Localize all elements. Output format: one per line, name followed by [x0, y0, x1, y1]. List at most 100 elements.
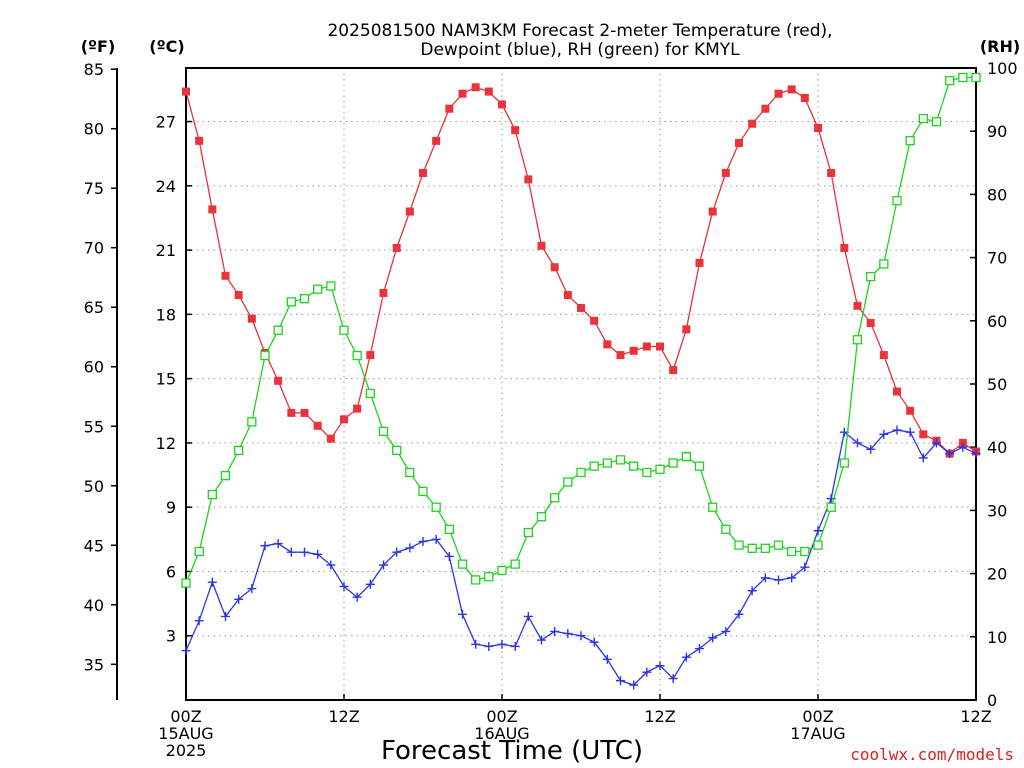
- temperature-point: [840, 243, 849, 252]
- fahrenheit-tick-label: 40: [84, 596, 104, 615]
- temperature-series: [182, 83, 980, 458]
- celsius-tick-label: 27: [156, 113, 176, 132]
- celsius-tick-label: 9: [166, 498, 176, 517]
- celsius-tick-label: 6: [166, 562, 176, 581]
- rh-tick-label: 60: [987, 312, 1007, 331]
- dewpoint-point: [207, 577, 217, 587]
- temperature-point: [366, 351, 375, 360]
- dewpoint-point: [523, 611, 533, 621]
- dewpoint-point: [458, 609, 467, 619]
- temperature-point: [247, 314, 256, 323]
- dewpoint-point: [918, 453, 928, 463]
- rh-point: [800, 546, 810, 557]
- time-tick-label: 12Z: [960, 707, 991, 726]
- dewpoint-point: [537, 635, 546, 645]
- rh-point: [392, 445, 402, 456]
- rh-point: [615, 455, 626, 465]
- rh-point: [681, 452, 691, 462]
- temperature-point: [445, 104, 454, 113]
- data-series: [181, 72, 981, 690]
- rh-point: [220, 470, 231, 481]
- rh-point: [418, 486, 428, 497]
- celsius-tick-label: 18: [156, 305, 176, 324]
- dewpoint-point: [589, 637, 599, 647]
- rh-point: [457, 559, 468, 569]
- temperature-point: [208, 205, 217, 214]
- temperature-point: [721, 168, 730, 177]
- dewpoint-point: [800, 562, 810, 572]
- dewpoint-point: [905, 427, 915, 437]
- temperature-point: [906, 406, 915, 415]
- celsius-tick-label: 24: [156, 177, 176, 196]
- temperature-point: [919, 430, 928, 439]
- temperature-point: [656, 342, 664, 351]
- rh-point: [313, 284, 323, 294]
- temperature-point: [682, 325, 691, 334]
- rh-unit-label: (RH): [980, 37, 1020, 56]
- dewpoint-point: [339, 581, 349, 591]
- rh-point: [905, 136, 915, 146]
- fahrenheit-tick-label: 65: [84, 298, 104, 317]
- dewpoint-point: [695, 644, 704, 654]
- dewpoint-point: [602, 654, 612, 664]
- dewpoint-point: [971, 449, 981, 459]
- rh-point: [576, 467, 586, 478]
- dewpoint-point: [365, 579, 375, 589]
- rh-point: [484, 572, 494, 582]
- rh-point: [471, 575, 481, 585]
- temperature-point: [748, 119, 757, 128]
- dewpoint-point: [616, 676, 625, 686]
- temperature-point: [761, 104, 770, 113]
- time-tick-label: 12Z: [328, 707, 359, 726]
- dewpoint-point: [958, 442, 968, 452]
- dewpoint-point: [418, 536, 428, 546]
- dewpoint-point: [655, 661, 665, 671]
- rh-point: [260, 350, 270, 361]
- plot-frame: [185, 67, 977, 701]
- temperature-point: [669, 366, 678, 375]
- fahrenheit-tick-label: 45: [84, 536, 104, 555]
- fahrenheit-tick-label: 50: [84, 477, 104, 496]
- rh-point: [207, 489, 217, 500]
- dewpoint-point: [247, 584, 257, 594]
- temperature-point: [392, 243, 401, 252]
- temperature-point: [866, 318, 875, 327]
- temperature-point: [590, 316, 599, 325]
- dewpoint-point: [181, 646, 191, 656]
- rh-point: [365, 388, 375, 399]
- dewpoint-point: [405, 543, 415, 553]
- temperature-point: [195, 136, 204, 145]
- rh-point: [668, 458, 678, 468]
- fahrenheit-tick-label: 75: [84, 179, 104, 198]
- rh-point: [839, 458, 849, 468]
- temperature-point: [419, 168, 427, 177]
- rh-tick-label: 10: [987, 628, 1007, 647]
- dewpoint-point: [234, 594, 244, 604]
- rh-point: [852, 335, 863, 345]
- rh-point: [892, 196, 902, 206]
- rh-point: [931, 117, 942, 127]
- rh-tick-label: 70: [987, 249, 1007, 268]
- rh-point: [194, 546, 204, 557]
- celsius-tick-label: 21: [156, 241, 176, 260]
- time-tick-label: 16AUG: [474, 724, 529, 743]
- celsius-unit-label: (ºC): [149, 37, 184, 56]
- time-tick-label: 00Z: [802, 707, 833, 726]
- dewpoint-point: [642, 667, 652, 677]
- fahrenheit-tick-label: 55: [84, 417, 104, 436]
- temperature-point: [353, 404, 362, 413]
- temperature-point: [326, 434, 335, 443]
- dewpoint-point: [379, 560, 388, 570]
- fahrenheit-axis: 35 40 45 50 55 60 65 70 75 80 85: [84, 60, 117, 674]
- temperature-point: [379, 288, 388, 297]
- dewpoint-point: [221, 611, 230, 621]
- rh-point: [747, 543, 757, 553]
- chart-title-line2: Dewpoint (blue), RH (green) for KMYL: [420, 40, 740, 60]
- dewpoint-point: [431, 534, 441, 544]
- temperature-point: [787, 85, 796, 94]
- time-tick-label: 17AUG: [790, 724, 845, 743]
- fahrenheit-tick-label: 80: [84, 120, 104, 139]
- rh-point: [286, 297, 296, 307]
- rh-point: [431, 502, 441, 512]
- time-tick-label: 2025: [166, 741, 207, 760]
